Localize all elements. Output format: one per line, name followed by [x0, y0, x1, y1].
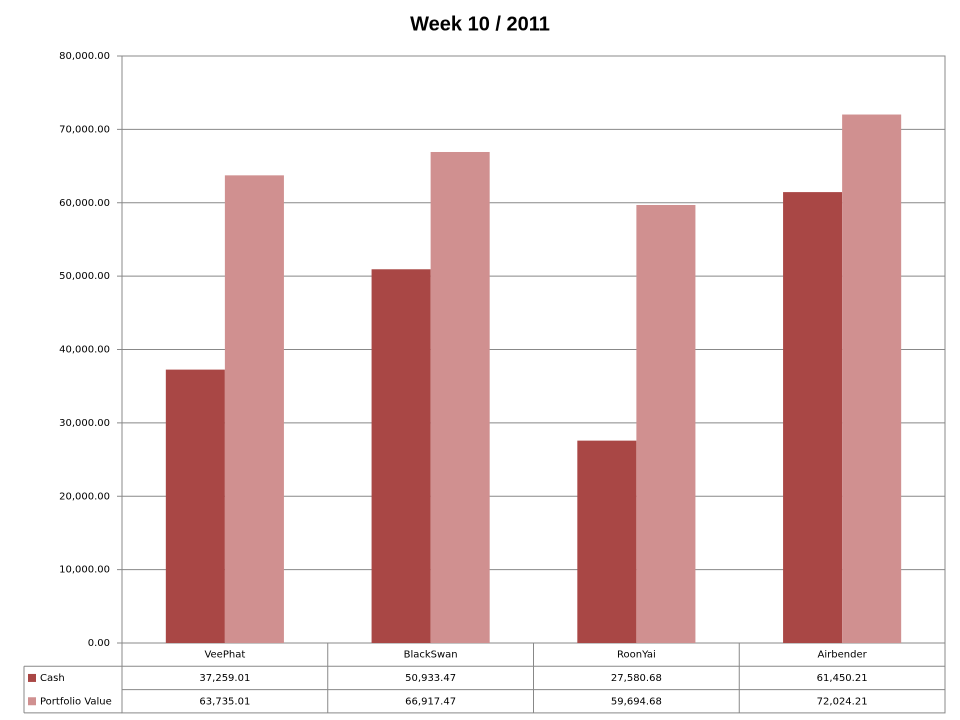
value-label: 72,024.21	[817, 696, 868, 707]
y-tick-label: 0.00	[88, 638, 110, 649]
y-tick-label: 40,000.00	[59, 345, 110, 356]
value-label: 63,735.01	[199, 696, 250, 707]
x-tick-label: RoonYai	[617, 650, 656, 661]
value-label: 50,933.47	[405, 673, 456, 684]
bar	[636, 204, 696, 643]
x-tick-label: BlackSwan	[404, 650, 458, 661]
bar	[577, 440, 637, 643]
bar	[165, 369, 225, 643]
legend-label: Cash	[40, 673, 65, 684]
bar	[842, 114, 902, 644]
legend-swatch	[28, 673, 36, 682]
y-tick-label: 10,000.00	[59, 565, 110, 576]
value-label: 59,694.68	[611, 696, 662, 707]
y-tick-label: 20,000.00	[59, 491, 110, 502]
chart-title: Week 10 / 2011	[410, 13, 550, 35]
value-label: 37,259.01	[199, 673, 250, 684]
x-tick-label: Airbender	[818, 650, 868, 661]
x-tick-label: VeePhat	[204, 650, 245, 661]
value-label: 66,917.47	[405, 696, 456, 707]
legend-label: Portfolio Value	[40, 696, 112, 707]
y-tick-label: 60,000.00	[59, 198, 110, 209]
bar	[371, 269, 431, 643]
y-tick-label: 50,000.00	[59, 271, 110, 282]
y-tick-label: 70,000.00	[59, 124, 110, 135]
y-tick-label: 30,000.00	[59, 418, 110, 429]
value-label: 27,580.68	[611, 673, 662, 684]
bar	[783, 192, 843, 644]
legend-swatch	[28, 697, 36, 706]
y-tick-label: 80,000.00	[59, 51, 110, 62]
bar	[224, 175, 284, 643]
value-label: 61,450.21	[817, 673, 868, 684]
bar	[430, 151, 490, 644]
